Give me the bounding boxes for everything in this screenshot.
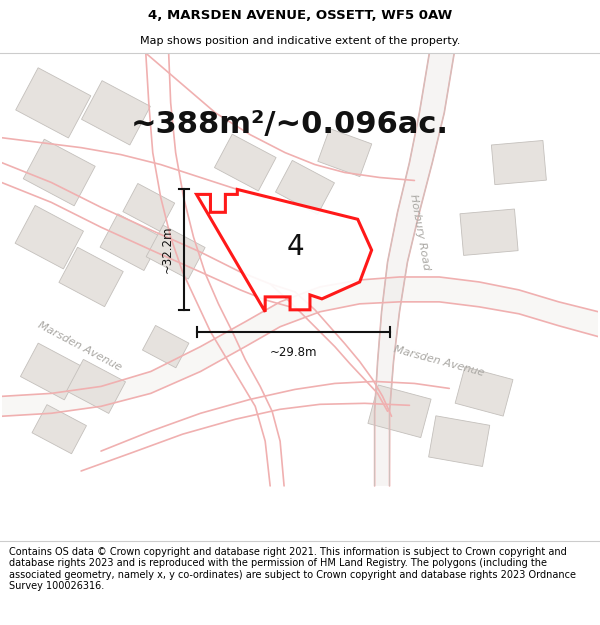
Bar (275, 161, 334, 214)
Bar (214, 134, 276, 191)
Bar (59, 248, 123, 307)
Bar (318, 129, 372, 177)
Bar (32, 404, 86, 454)
Bar (16, 68, 91, 138)
Bar (455, 367, 513, 416)
Text: Marsden Avenue: Marsden Avenue (35, 320, 123, 373)
Text: Map shows position and indicative extent of the property.: Map shows position and indicative extent… (140, 36, 460, 46)
Bar (23, 139, 95, 206)
Text: Marsden Avenue: Marsden Avenue (393, 344, 485, 379)
Bar (368, 385, 431, 438)
Polygon shape (197, 189, 371, 312)
Polygon shape (2, 277, 598, 416)
Text: ~29.8m: ~29.8m (269, 346, 317, 359)
Bar (146, 225, 205, 279)
Text: 4, MARSDEN AVENUE, OSSETT, WF5 0AW: 4, MARSDEN AVENUE, OSSETT, WF5 0AW (148, 9, 452, 22)
Bar (67, 359, 125, 414)
Bar (142, 326, 189, 367)
Text: Horbury Road: Horbury Road (408, 193, 431, 271)
Bar (428, 416, 490, 466)
Text: ~388m²/~0.096ac.: ~388m²/~0.096ac. (131, 110, 449, 139)
Bar (20, 343, 82, 400)
Polygon shape (374, 53, 454, 486)
Bar (460, 209, 518, 256)
Bar (15, 206, 83, 269)
Text: Contains OS data © Crown copyright and database right 2021. This information is : Contains OS data © Crown copyright and d… (9, 546, 576, 591)
Text: ~32.2m: ~32.2m (161, 226, 173, 273)
Bar (100, 214, 162, 271)
Bar (491, 141, 547, 184)
Text: 4: 4 (286, 233, 304, 261)
Bar (123, 184, 175, 231)
Bar (82, 81, 151, 145)
